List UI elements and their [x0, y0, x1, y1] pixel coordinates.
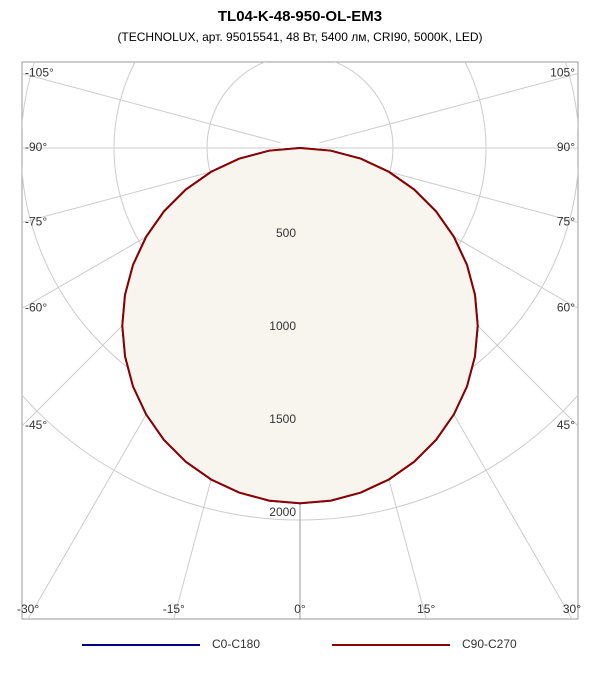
angle-label: -75° [25, 215, 47, 229]
grid-ray [319, 73, 578, 144]
legend-label: C90-C270 [462, 637, 517, 651]
grid-ray [22, 73, 281, 144]
angle-label: 105° [550, 66, 575, 80]
r-tick-label: 1000 [269, 319, 296, 333]
angle-label: 45° [557, 418, 575, 432]
r-tick-label: 1500 [269, 412, 296, 426]
angle-label: 75° [557, 215, 575, 229]
angle-label: -15° [163, 602, 185, 616]
angle-label: 30° [563, 602, 581, 616]
plot-area [22, 62, 578, 619]
angle-label: -60° [25, 301, 47, 315]
angle-label: -105° [25, 66, 54, 80]
series-area [122, 148, 478, 504]
angle-label: 60° [557, 301, 575, 315]
series-line [121, 147, 479, 505]
angle-label: -90° [25, 140, 47, 154]
r-tick-label: 500 [276, 226, 296, 240]
legend-label: C0-C180 [212, 637, 260, 651]
angle-label: -45° [25, 418, 47, 432]
angle-label: 90° [557, 140, 575, 154]
angle-label: 0° [294, 602, 306, 616]
angle-label: -30° [17, 602, 39, 616]
chart-title: TL04-K-48-950-OL-EM3 [218, 8, 382, 25]
r-tick-label: 2000 [269, 505, 296, 519]
angle-label: 15° [417, 602, 435, 616]
labels: -105° -90° -75° -60° -45° -30° -15° 0° 15° 30° 45°… [17, 66, 581, 616]
chart-subtitle: (TECHNOLUX, арт. 95015541, 48 Вт, 5400 л… [117, 30, 482, 44]
